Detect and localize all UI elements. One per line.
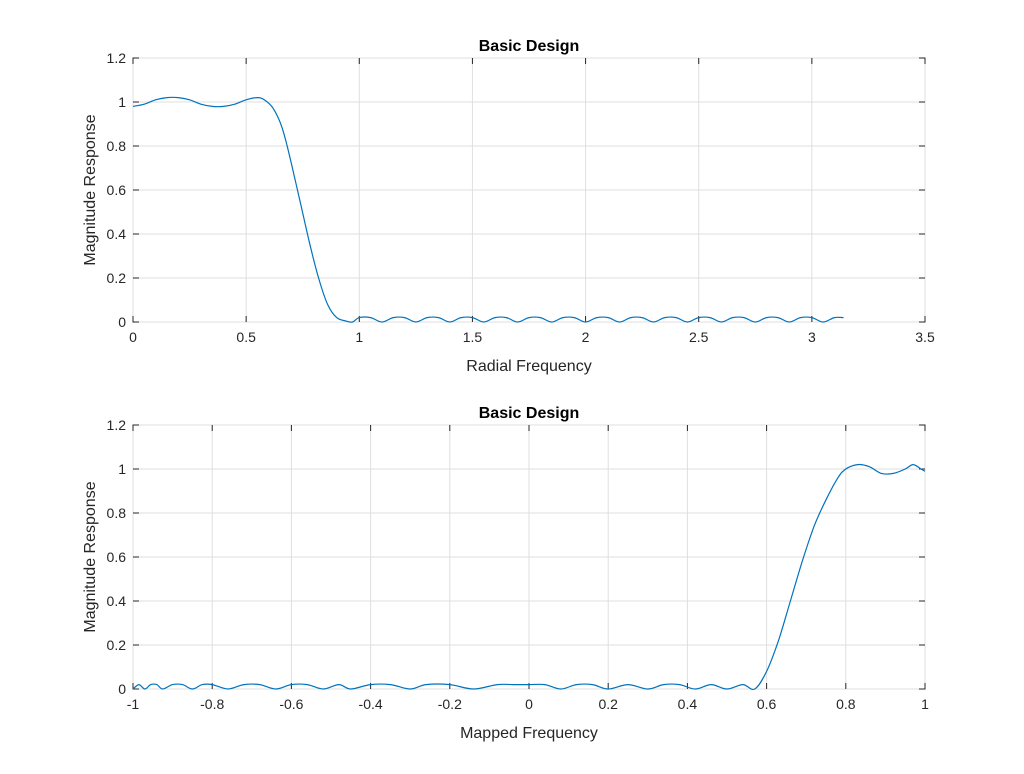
bottom-plot-x-tick-label: -0.4 bbox=[359, 696, 383, 712]
top-plot-ticks bbox=[132, 57, 926, 323]
bottom-plot-grid bbox=[132, 424, 926, 690]
top-plot-y-tick-label: 0.4 bbox=[107, 226, 127, 242]
bottom-plot-y-axis-label: Magnitude Response bbox=[82, 481, 99, 632]
bottom-plot-y-tick-label: 1 bbox=[118, 461, 126, 477]
bottom-plot-x-tick-label: -0.8 bbox=[200, 696, 224, 712]
bottom-plot-y-tick-label: 0 bbox=[118, 681, 126, 697]
top-plot-y-tick-label: 0.2 bbox=[107, 270, 127, 286]
bottom-plot-x-tick-label: -0.2 bbox=[438, 696, 462, 712]
bottom-plot-y-tick-label: 0.6 bbox=[107, 549, 127, 565]
top-plot-y-tick-label: 0.8 bbox=[107, 138, 127, 154]
top-plot-series-line bbox=[132, 96, 844, 323]
top-plot-x-tick-labels: 0 0.5 1 1.5 2 2.5 3 3.5 bbox=[129, 329, 935, 345]
top-plot-y-tick-label: 1.2 bbox=[107, 50, 127, 66]
top-plot-y-tick-label: 0 bbox=[118, 314, 126, 330]
bottom-plot-x-tick-label: 0 bbox=[525, 696, 533, 712]
top-plot: 0 0.5 1 1.5 2 2.5 3 3.5 0 0.2 0.4 0.6 0.8 1 1.2 Basic… bbox=[82, 38, 935, 375]
top-plot-x-tick-label: 0.5 bbox=[236, 329, 256, 345]
top-plot-x-tick-label: 2.5 bbox=[689, 329, 709, 345]
top-plot-y-tick-label: 1 bbox=[118, 94, 126, 110]
top-plot-grid bbox=[132, 57, 926, 323]
top-plot-y-axis-label: Magnitude Response bbox=[82, 114, 99, 265]
top-plot-x-tick-label: 1 bbox=[355, 329, 363, 345]
top-plot-title: Basic Design bbox=[479, 38, 579, 55]
bottom-plot-x-tick-label: -0.6 bbox=[279, 696, 303, 712]
top-plot-y-tick-labels: 0 0.2 0.4 0.6 0.8 1 1.2 bbox=[107, 50, 127, 330]
bottom-plot-x-tick-label: 0.6 bbox=[757, 696, 777, 712]
bottom-plot-y-tick-label: 0.4 bbox=[107, 593, 127, 609]
bottom-plot-x-tick-label: 0.8 bbox=[836, 696, 856, 712]
top-plot-x-tick-label: 1.5 bbox=[463, 329, 483, 345]
bottom-plot-x-tick-label: 0.4 bbox=[678, 696, 698, 712]
bottom-plot-y-tick-label: 0.2 bbox=[107, 637, 127, 653]
bottom-plot-x-tick-label: 1 bbox=[921, 696, 929, 712]
top-plot-x-axis-label: Radial Frequency bbox=[466, 358, 591, 375]
top-plot-y-tick-label: 0.6 bbox=[107, 182, 127, 198]
bottom-plot-y-tick-label: 1.2 bbox=[107, 417, 127, 433]
bottom-plot-y-tick-label: 0.8 bbox=[107, 505, 127, 521]
top-plot-x-tick-label: 3 bbox=[808, 329, 816, 345]
top-plot-x-tick-label: 0 bbox=[129, 329, 137, 345]
bottom-plot-y-tick-labels: 0 0.2 0.4 0.6 0.8 1 1.2 bbox=[107, 417, 127, 697]
top-plot-x-tick-label: 2 bbox=[582, 329, 590, 345]
bottom-plot: -1 -0.8 -0.6 -0.4 -0.2 0 0.2 0.4 0.6 0.8 1 0 0.2 0.4… bbox=[82, 405, 929, 742]
bottom-plot-x-tick-label: 0.2 bbox=[598, 696, 618, 712]
top-plot-x-tick-label: 3.5 bbox=[915, 329, 935, 345]
bottom-plot-x-axis-label: Mapped Frequency bbox=[460, 725, 598, 742]
bottom-plot-x-tick-label: -1 bbox=[127, 696, 140, 712]
bottom-plot-x-tick-labels: -1 -0.8 -0.6 -0.4 -0.2 0 0.2 0.4 0.6 0.8 1 bbox=[127, 696, 929, 712]
bottom-plot-title: Basic Design bbox=[479, 405, 579, 422]
bottom-plot-series-line bbox=[132, 463, 926, 691]
